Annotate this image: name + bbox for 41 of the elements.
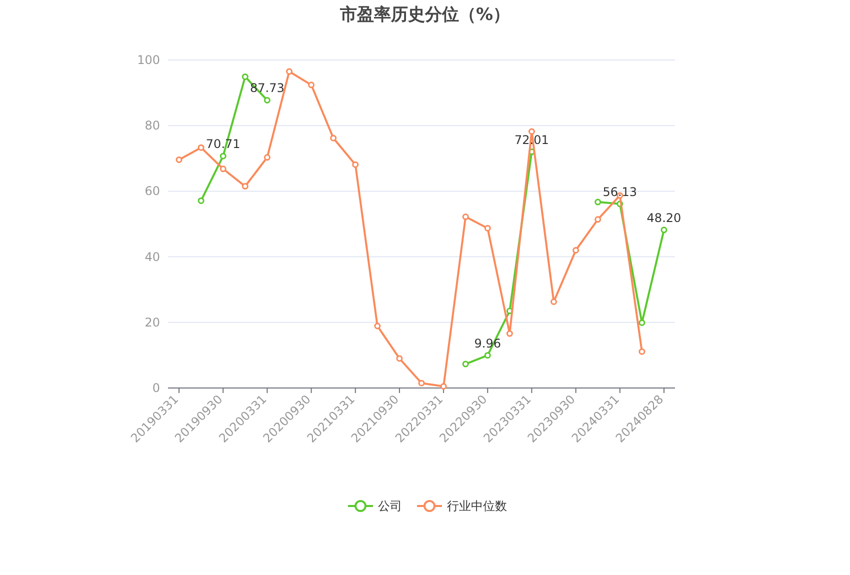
- y-tick-label: 100: [137, 53, 160, 67]
- point: [462, 214, 469, 220]
- point: [242, 73, 248, 80]
- legend-label: 公司: [378, 499, 402, 513]
- point: [264, 96, 270, 104]
- point: [484, 225, 491, 232]
- point: [660, 226, 668, 234]
- y-tick-label: 60: [144, 184, 160, 198]
- point: [308, 82, 315, 88]
- point: [638, 348, 646, 355]
- point: [484, 352, 491, 359]
- point: [264, 154, 270, 161]
- legend-label: 行业中位数: [447, 499, 507, 513]
- data-label: 56.13: [602, 184, 638, 199]
- y-tick-label: 0: [152, 381, 160, 395]
- point: [286, 68, 292, 75]
- point: [594, 198, 602, 206]
- chart-title: 市盈率历史分位（%）: [338, 5, 510, 25]
- point: [418, 380, 425, 386]
- y-tick-label: 40: [144, 250, 160, 264]
- point: [550, 298, 558, 305]
- point: [594, 216, 602, 223]
- point: [528, 128, 535, 135]
- point: [220, 152, 226, 160]
- point: [506, 330, 513, 337]
- point: [440, 383, 447, 390]
- point: [176, 156, 182, 163]
- point: [396, 355, 403, 362]
- data-label: 48.20: [646, 210, 682, 225]
- point: [330, 134, 337, 142]
- point: [220, 166, 226, 172]
- point: [242, 183, 248, 190]
- point: [198, 197, 204, 204]
- y-tick-label: 80: [144, 118, 160, 133]
- point: [638, 319, 646, 326]
- point: [374, 322, 381, 330]
- point: [572, 246, 580, 254]
- y-tick-label: 20: [144, 315, 160, 330]
- point: [462, 360, 469, 368]
- point: [198, 144, 204, 151]
- point: [352, 161, 359, 168]
